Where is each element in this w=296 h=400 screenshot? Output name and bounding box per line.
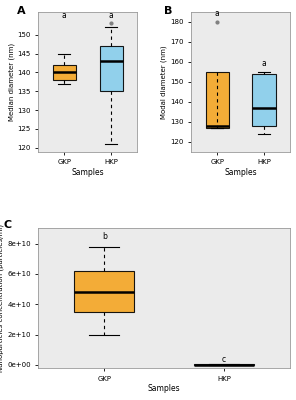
Text: a: a [62, 10, 67, 20]
Y-axis label: Nanoparticles concentration (particles/ml): Nanoparticles concentration (particles/m… [0, 224, 4, 372]
PathPatch shape [53, 65, 76, 80]
Text: a: a [215, 9, 220, 18]
Text: b: b [102, 232, 107, 240]
X-axis label: Samples: Samples [224, 168, 257, 177]
Y-axis label: Median diameter (nm): Median diameter (nm) [8, 43, 15, 121]
Text: a: a [262, 59, 267, 68]
Text: B: B [164, 6, 172, 16]
PathPatch shape [252, 74, 276, 126]
PathPatch shape [74, 271, 134, 312]
Text: A: A [17, 6, 25, 16]
Text: C: C [3, 220, 11, 230]
Y-axis label: Modal diameter (nm): Modal diameter (nm) [161, 45, 168, 119]
PathPatch shape [205, 72, 229, 128]
PathPatch shape [99, 46, 123, 91]
X-axis label: Samples: Samples [148, 384, 181, 394]
X-axis label: Samples: Samples [72, 168, 104, 177]
Text: c: c [222, 355, 226, 364]
Text: a: a [109, 10, 114, 20]
